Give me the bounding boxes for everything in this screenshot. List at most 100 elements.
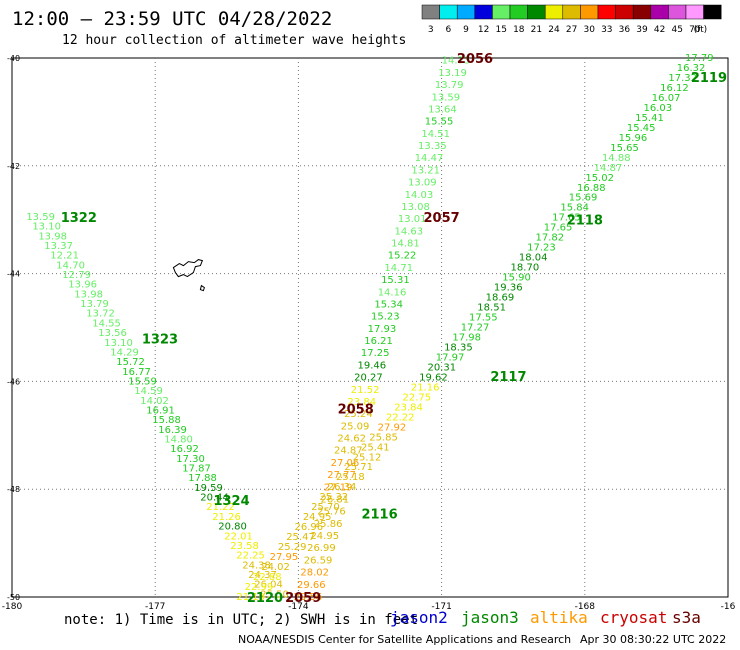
legend-bin-label: 3 [428,25,434,35]
swh-value: 13.64 [428,104,457,115]
swh-value: 25.50 [260,589,289,600]
swh-value: 16.32 [677,63,706,74]
swh-value: 14.71 [384,263,413,274]
swh-value: 16.21 [364,336,393,347]
x-tick-label: -168 [575,602,596,612]
legend-bin-label: 12 [478,25,489,35]
swh-value: 15.23 [371,312,400,323]
swh-value: 13.59 [26,212,55,223]
plot-area: -180 -177 -174 -171 -168 -16 -40 -42 -44 -46 -48 -5… [2,52,736,612]
pass-time-label: 2059 [285,591,321,606]
x-tick-label: -180 [2,602,23,612]
swh-value: 16.12 [660,83,689,94]
swh-value: 16.77 [122,367,151,378]
swh-value: 14.51 [421,129,450,140]
swh-value: 13.79 [80,299,109,310]
swh-value: 15.41 [635,113,664,124]
swh-value: 16.91 [146,405,175,416]
plot-frame [11,57,729,598]
swh-value: 19.36 [494,283,523,294]
swh-value: 13.59 [432,92,461,103]
chart-subtitle: 12 hour collection of altimeter wave hei… [62,33,407,48]
swh-value: 14.29 [110,347,139,358]
swh-value: 25.86 [314,519,343,530]
swh-value: 14.88 [602,153,631,164]
swh-value: 17.55 [469,313,498,324]
legend-bin-label: 30 [583,25,595,35]
swh-value: 25.70 [311,502,340,513]
legend-bin-label: 24 [548,25,560,35]
swh-value: 13.98 [38,231,67,242]
swh-value: 21.22 [206,502,235,513]
swh-value: 24.87 [334,446,363,457]
island-outline [172,259,204,278]
swh-value: 27.92 [378,422,407,433]
swh-value: 28.02 [300,568,329,579]
swh-value: 15.84 [560,203,589,214]
swh-value: 22.75 [403,392,432,403]
swh-value: 24.38 [242,560,271,571]
swh-value: 20.27 [354,373,383,384]
pass-time-label: 2116 [361,507,397,522]
legend-bin-label: 42 [654,25,665,35]
swh-value: 17.27 [461,323,490,334]
swh-value: 13.79 [435,80,464,91]
swh-value: 17.30 [176,454,205,465]
footer-note: note: 1) Time is in UTC; 2) SWH is in fe… [64,612,419,628]
swh-value: 15.31 [381,275,410,286]
swh-value: 17.65 [544,223,573,234]
swh-value: 21.16 [411,382,440,393]
pass-time-label: 2119 [691,71,727,86]
swh-value: 14.16 [378,287,407,298]
swh-value: 22.22 [386,412,415,423]
swh-value: 26.81 [321,494,350,505]
swh-value: 29.56 [294,592,323,603]
legend-bin-label: 18 [513,25,525,35]
y-tick-label: -46 [7,377,20,386]
swh-value: 13.21 [411,165,440,176]
swh-value: 20.80 [218,522,247,533]
swh-value: 16.88 [577,183,606,194]
swh-value: 13.98 [74,289,103,300]
generated-timestamp: Apr 30 08:30:22 UTC 2022 [580,633,727,646]
swh-value: 13.09 [408,178,437,189]
swh-value: 23.84 [394,402,423,413]
legend-swatch [703,4,722,20]
legend-bin-label: 39 [636,25,648,35]
pass-time-label: 2120 [247,591,283,606]
swh-value: 17.97 [436,352,465,363]
swh-value: 17.25 [361,348,390,359]
swh-value: 23.58 [230,541,259,552]
swh-value: 24.62 [337,434,366,445]
pass-time-label: 2117 [490,370,526,385]
legend-bin-label: 27 [566,25,577,35]
swh-value: 19.62 [419,372,448,383]
y-tick-label: -42 [7,162,20,171]
swh-value: 27.77 [327,470,356,481]
swh-value: 24.02 [261,562,290,573]
swh-value: 26.96 [295,522,324,533]
chart-title: 12:00 – 23:59 UTC 04/28/2022 [12,8,333,30]
swh-value: 15.72 [116,357,145,368]
swh-value: 15.34 [374,299,403,310]
legend-altika: altika [530,608,588,627]
y-tick-label: -48 [7,485,20,494]
pass-time-label: 2057 [424,211,460,226]
swh-value: 25.41 [361,442,390,453]
swh-value: 15.96 [619,133,648,144]
swh-value: 25.76 [317,507,346,518]
legend-unit: (ft) [694,25,708,35]
swh-value: 27.06 [331,458,360,469]
swh-value: 22.01 [224,531,253,542]
legend-bin-label: 21 [531,25,542,35]
pass-time-label: 2058 [338,402,374,417]
swh-value: 25.32 [319,492,348,503]
pass-time-label: 1324 [213,494,249,509]
swh-value: 18.51 [477,303,506,314]
swh-value: 13.19 [438,68,467,79]
swh-value: 19.46 [358,360,387,371]
swh-value: 25.29 [278,542,307,553]
legend-bin-label: 6 [446,25,452,35]
legend-jason3: jason3 [461,608,519,627]
islet-outline [199,284,205,292]
